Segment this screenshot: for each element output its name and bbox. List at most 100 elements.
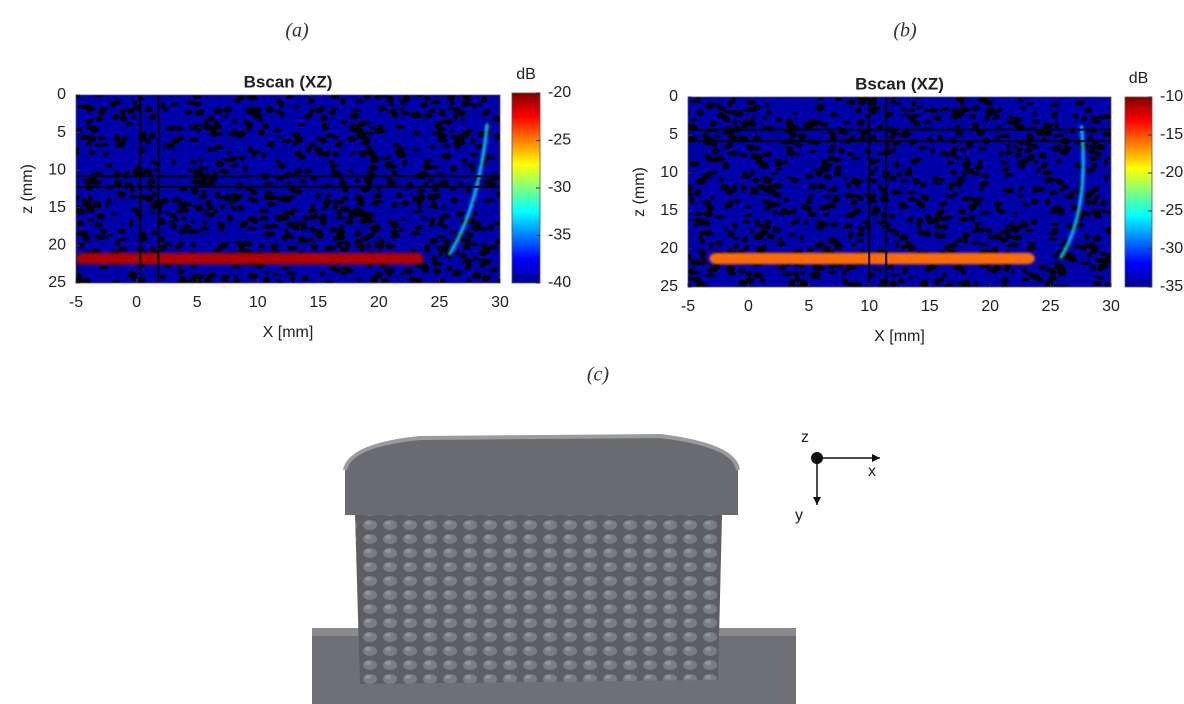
speckle-dot [1095,257,1105,263]
speckle-dot [690,99,701,104]
speckle-dot [768,202,779,208]
speckle-dot [1010,222,1017,229]
speckle-dot [360,186,371,193]
speckle-dot [703,154,713,159]
speckle-dot [238,246,245,253]
speckle-dot [130,187,135,193]
speckle-dot [1025,142,1034,147]
speckle-dot [355,99,364,104]
y-tick-label: 5 [669,126,678,143]
speckle-dot [479,226,489,231]
speckle-dot [329,265,337,272]
speckle-dot [333,135,339,140]
speckle-dot [229,163,239,168]
speckle-dot [753,179,758,184]
speckle-dot [744,204,752,209]
speckle-dot [741,236,748,243]
speckle-dot [290,276,295,283]
speckle-dot [816,266,826,271]
speckle-dot [393,143,399,148]
y-axis-label: z (mm) [631,167,648,217]
speckle-dot [1041,162,1048,169]
speckle-dot [113,134,121,138]
speckle-dot [441,205,447,209]
speckle-dot [1010,269,1015,275]
speckle-dot [1017,99,1024,103]
speckle-dot [696,97,702,100]
speckle-dot [1080,261,1091,266]
speckle-dot [305,168,313,174]
speckle-dot [470,137,476,145]
speckle-dot [308,108,315,113]
speckle-dot [307,227,316,232]
speckle-dot [403,269,410,274]
speckle-dot [223,114,229,119]
x-axis-label: x [868,463,876,480]
speckle-dot [453,113,458,121]
speckle-dot [850,157,860,161]
speckle-dot [114,142,123,148]
speckle-dot [828,270,833,275]
speckle-dot [200,226,209,231]
speckle-dot [387,176,392,183]
speckle-dot [428,178,435,183]
speckle-dot [217,243,227,249]
y-axis-label: y [795,507,803,524]
speckle-dot [316,149,323,156]
speckle-dot [864,114,870,118]
speckle-dot [265,142,274,147]
speckle-dot [259,244,266,249]
speckle-dot [957,281,964,285]
speckle-dot [714,155,725,162]
speckle-dot [794,275,800,282]
speckle-dot [1026,246,1036,251]
speckle-dot [443,143,450,149]
speckle-dot [785,118,794,125]
speckle-dot [214,144,223,150]
speckle-dot [464,237,472,245]
speckle-dot [357,132,368,136]
speckle-dot [322,204,329,210]
speckle-dot [708,170,718,175]
speckle-dot [727,100,732,107]
speckle-dot [888,262,894,270]
speckle-dot [891,147,897,154]
speckle-dot [699,217,704,223]
speckle-dot [423,182,429,187]
speckle-dot [790,279,796,285]
speckle-dot [459,139,466,146]
speckle-dot [973,281,979,287]
speckle-dot [193,95,202,99]
speckle-dot [732,184,737,190]
speckle-dot [808,193,814,198]
speckle-dot [691,117,698,122]
speckle-dot [91,180,102,186]
speckle-dot [700,255,706,262]
speckle-dot [985,228,993,234]
speckle-dot [751,146,761,151]
speckle-dot [196,208,201,212]
speckle-dot [324,194,332,198]
speckle-dot [1022,277,1029,283]
speckle-dot [281,210,292,216]
speckle-dot [937,177,946,182]
speckle-dot [190,220,195,224]
speckle-dot [1093,185,1100,193]
speckle-dot [1036,167,1041,173]
speckle-dot [263,276,270,283]
speckle-dot [1085,242,1090,248]
speckle-dot [911,177,921,185]
speckle-dot [303,214,308,222]
speckle-dot [804,219,809,226]
speckle-dot [778,237,783,243]
speckle-dot [466,102,474,106]
speckle-dot [879,278,889,284]
speckle-dot [443,213,450,219]
speckle-dot [328,159,336,165]
speckle-dot [1048,237,1058,241]
speckle-dot [1095,151,1102,157]
speckle-dot [693,276,701,284]
speckle-dot [339,224,344,231]
speckle-dot [899,277,905,284]
speckle-dot [307,215,317,220]
